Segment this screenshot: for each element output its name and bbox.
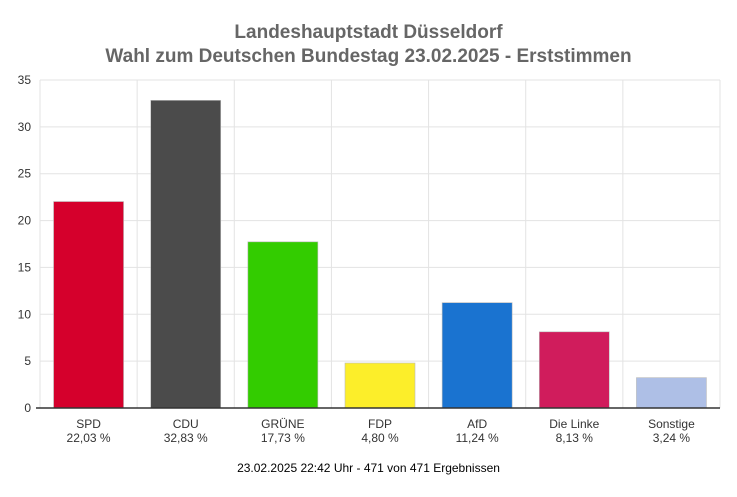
- data-label: 8,13 %: [556, 431, 594, 445]
- data-label: 11,24 %: [456, 431, 499, 445]
- data-label: 17,73 %: [261, 431, 305, 445]
- y-tick-label: 30: [18, 120, 32, 134]
- data-label: 3,24 %: [653, 431, 691, 445]
- bar-grüne: [247, 241, 319, 409]
- y-tick-label: 0: [24, 401, 31, 415]
- bar-die-linke: [538, 331, 610, 409]
- data-label: 32,83 %: [164, 431, 208, 445]
- bar-sonstige: [636, 377, 707, 409]
- x-tick-label: FDP: [368, 417, 392, 431]
- y-tick-label: 35: [18, 73, 32, 87]
- bar-afd: [441, 302, 513, 409]
- bar-spd: [53, 201, 124, 409]
- x-tick-label: SPD: [76, 417, 101, 431]
- x-tick-label: GRÜNE: [261, 417, 304, 431]
- y-tick-label: 10: [18, 307, 32, 321]
- y-tick-label: 5: [24, 354, 31, 368]
- bar-cdu: [150, 100, 222, 409]
- data-label: 4,80 %: [361, 431, 399, 445]
- x-tick-label: Die Linke: [549, 417, 599, 431]
- chart-subtitle: Wahl zum Deutschen Bundestag 23.02.2025 …: [105, 46, 632, 67]
- y-tick-label: 25: [18, 167, 32, 181]
- y-tick-label: 15: [18, 260, 32, 274]
- chart-footer-status: 23.02.2025 22:42 Uhr - 471 von 471 Ergeb…: [237, 461, 500, 475]
- x-tick-label: CDU: [173, 417, 199, 431]
- bar-fdp: [344, 362, 416, 409]
- data-label: 22,03 %: [67, 431, 111, 445]
- chart-title: Landeshauptstadt Düsseldorf: [234, 22, 503, 43]
- x-tick-label: Sonstige: [648, 417, 695, 431]
- y-tick-label: 20: [18, 214, 32, 228]
- x-tick-label: AfD: [467, 417, 487, 431]
